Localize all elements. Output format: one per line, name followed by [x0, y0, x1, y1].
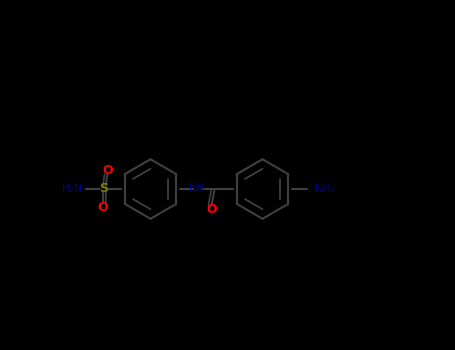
Text: O: O	[97, 201, 107, 214]
Text: NH₂: NH₂	[315, 184, 336, 194]
Text: S: S	[100, 182, 108, 196]
Text: O: O	[103, 164, 113, 177]
Text: H₂N: H₂N	[62, 184, 83, 194]
Text: NH: NH	[189, 183, 205, 193]
Text: O: O	[206, 203, 217, 216]
